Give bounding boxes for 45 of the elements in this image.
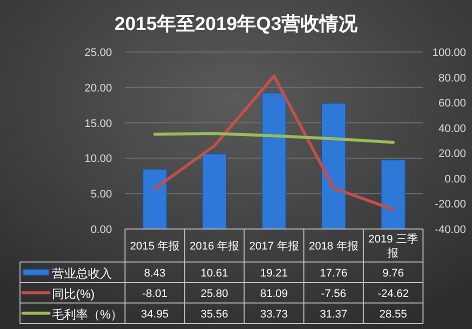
data-label: 35.56 (200, 308, 228, 320)
bar (321, 102, 346, 230)
y2-tick-label: 20.00 (438, 148, 466, 160)
bar (202, 154, 227, 230)
data-label: 9.76 (382, 267, 404, 280)
data-label: 34.95 (141, 308, 169, 320)
legend-label: 毛利率（%） (52, 307, 123, 322)
y-tick-label: 20.00 (84, 82, 112, 94)
y-tick-label: 25.00 (84, 47, 112, 59)
data-label: -8.01 (142, 288, 168, 300)
y-tick-label: 15.00 (84, 118, 112, 130)
line-series (153, 74, 395, 212)
data-label: 10.61 (200, 267, 228, 280)
legend-label: 营业总收入 (52, 266, 112, 280)
bar (262, 92, 286, 230)
x-tick-label: 2018 年报 (308, 240, 358, 252)
y2-tick-label: 100.00 (432, 47, 466, 59)
y-tick-label: 5.00 (90, 188, 112, 201)
data-label: 33.73 (260, 308, 288, 320)
y-tick-label: 0.00 (90, 224, 112, 236)
chart-title: 2015年至2019年Q3营收情况 (114, 13, 358, 35)
data-label: 8.43 (144, 267, 166, 280)
data-label: 17.76 (320, 267, 348, 280)
data-label: 31.37 (320, 308, 348, 320)
y2-tick-label: 80.00 (438, 72, 466, 84)
line-series (153, 132, 395, 144)
data-label: -7.56 (321, 288, 346, 300)
data-label: 81.09 (260, 288, 288, 300)
data-label: 25.80 (200, 288, 228, 300)
y2-tick-label: 0.00 (444, 173, 466, 186)
y2-tick-label: 40.00 (438, 122, 466, 135)
bar (142, 169, 168, 230)
x-tick-label: 2017 年报 (249, 240, 299, 252)
y-tick-label: 10.00 (84, 153, 112, 166)
x-tick-label: 2015 年报 (130, 240, 180, 252)
bar (380, 160, 406, 230)
data-label: -24.62 (378, 288, 409, 300)
legend-label: 同比(%) (52, 286, 95, 301)
x-tick-label: 2016 年报 (190, 240, 240, 252)
x-tick-label: 2019 三季报 (368, 232, 418, 260)
data-label: 28.55 (379, 308, 407, 320)
data-label: 19.21 (260, 267, 288, 280)
y2-tick-label: -40.00 (434, 224, 466, 236)
y2-tick-label: -20.00 (434, 198, 466, 211)
y2-tick-label: 60.00 (438, 98, 466, 110)
